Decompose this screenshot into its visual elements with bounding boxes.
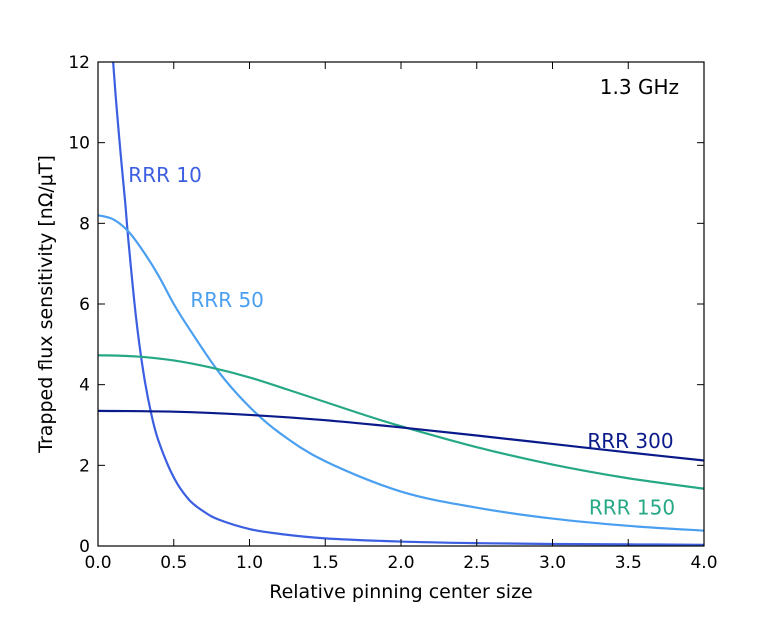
y-tick-label: 12 xyxy=(68,53,90,73)
series-labels: RRR 10 RRR 50 RRR 300 RRR 150 xyxy=(128,163,675,520)
series-line-rrr-10 xyxy=(112,62,704,546)
x-tick-label: 2.0 xyxy=(387,553,414,573)
x-tick-label: 1.0 xyxy=(236,553,263,573)
x-axis-label: Relative pinning center size xyxy=(269,581,533,603)
x-tick-label: 4.0 xyxy=(690,553,717,573)
series-line-rrr-300 xyxy=(98,409,704,462)
axis-ticks: 0.0 0.5 1.0 1.5 2.0 2.5 3.0 3.5 4.0 0 2 4 6 8 10 12 xyxy=(68,53,717,573)
x-tick-label: 0.5 xyxy=(160,553,187,573)
x-tick-label: 2.5 xyxy=(463,553,490,573)
series-line-rrr-50 xyxy=(98,214,704,532)
frequency-annotation: 1.3 GHz xyxy=(600,75,679,99)
x-tick-label: 3.5 xyxy=(615,553,642,573)
y-tick-label: 8 xyxy=(79,214,90,234)
y-tick-label: 10 xyxy=(68,134,90,154)
y-tick-label: 6 xyxy=(79,295,90,315)
series-label-rrr-150: RRR 150 xyxy=(589,496,675,520)
series-label-rrr-10: RRR 10 xyxy=(128,163,202,187)
y-tick-label: 2 xyxy=(79,456,90,476)
x-tick-label: 3.0 xyxy=(539,553,566,573)
x-tick-label: 0.0 xyxy=(84,553,111,573)
y-axis-label: Trapped flux sensitivity [nΩ/μT] xyxy=(35,155,57,454)
y-tick-label: 4 xyxy=(79,376,90,396)
series-label-rrr-300: RRR 300 xyxy=(587,429,673,453)
series-label-rrr-50: RRR 50 xyxy=(190,288,263,312)
y-tick-label: 0 xyxy=(79,537,90,557)
series-lines xyxy=(98,62,704,546)
series-line-rrr-150 xyxy=(98,354,704,490)
x-tick-label: 1.5 xyxy=(312,553,339,573)
